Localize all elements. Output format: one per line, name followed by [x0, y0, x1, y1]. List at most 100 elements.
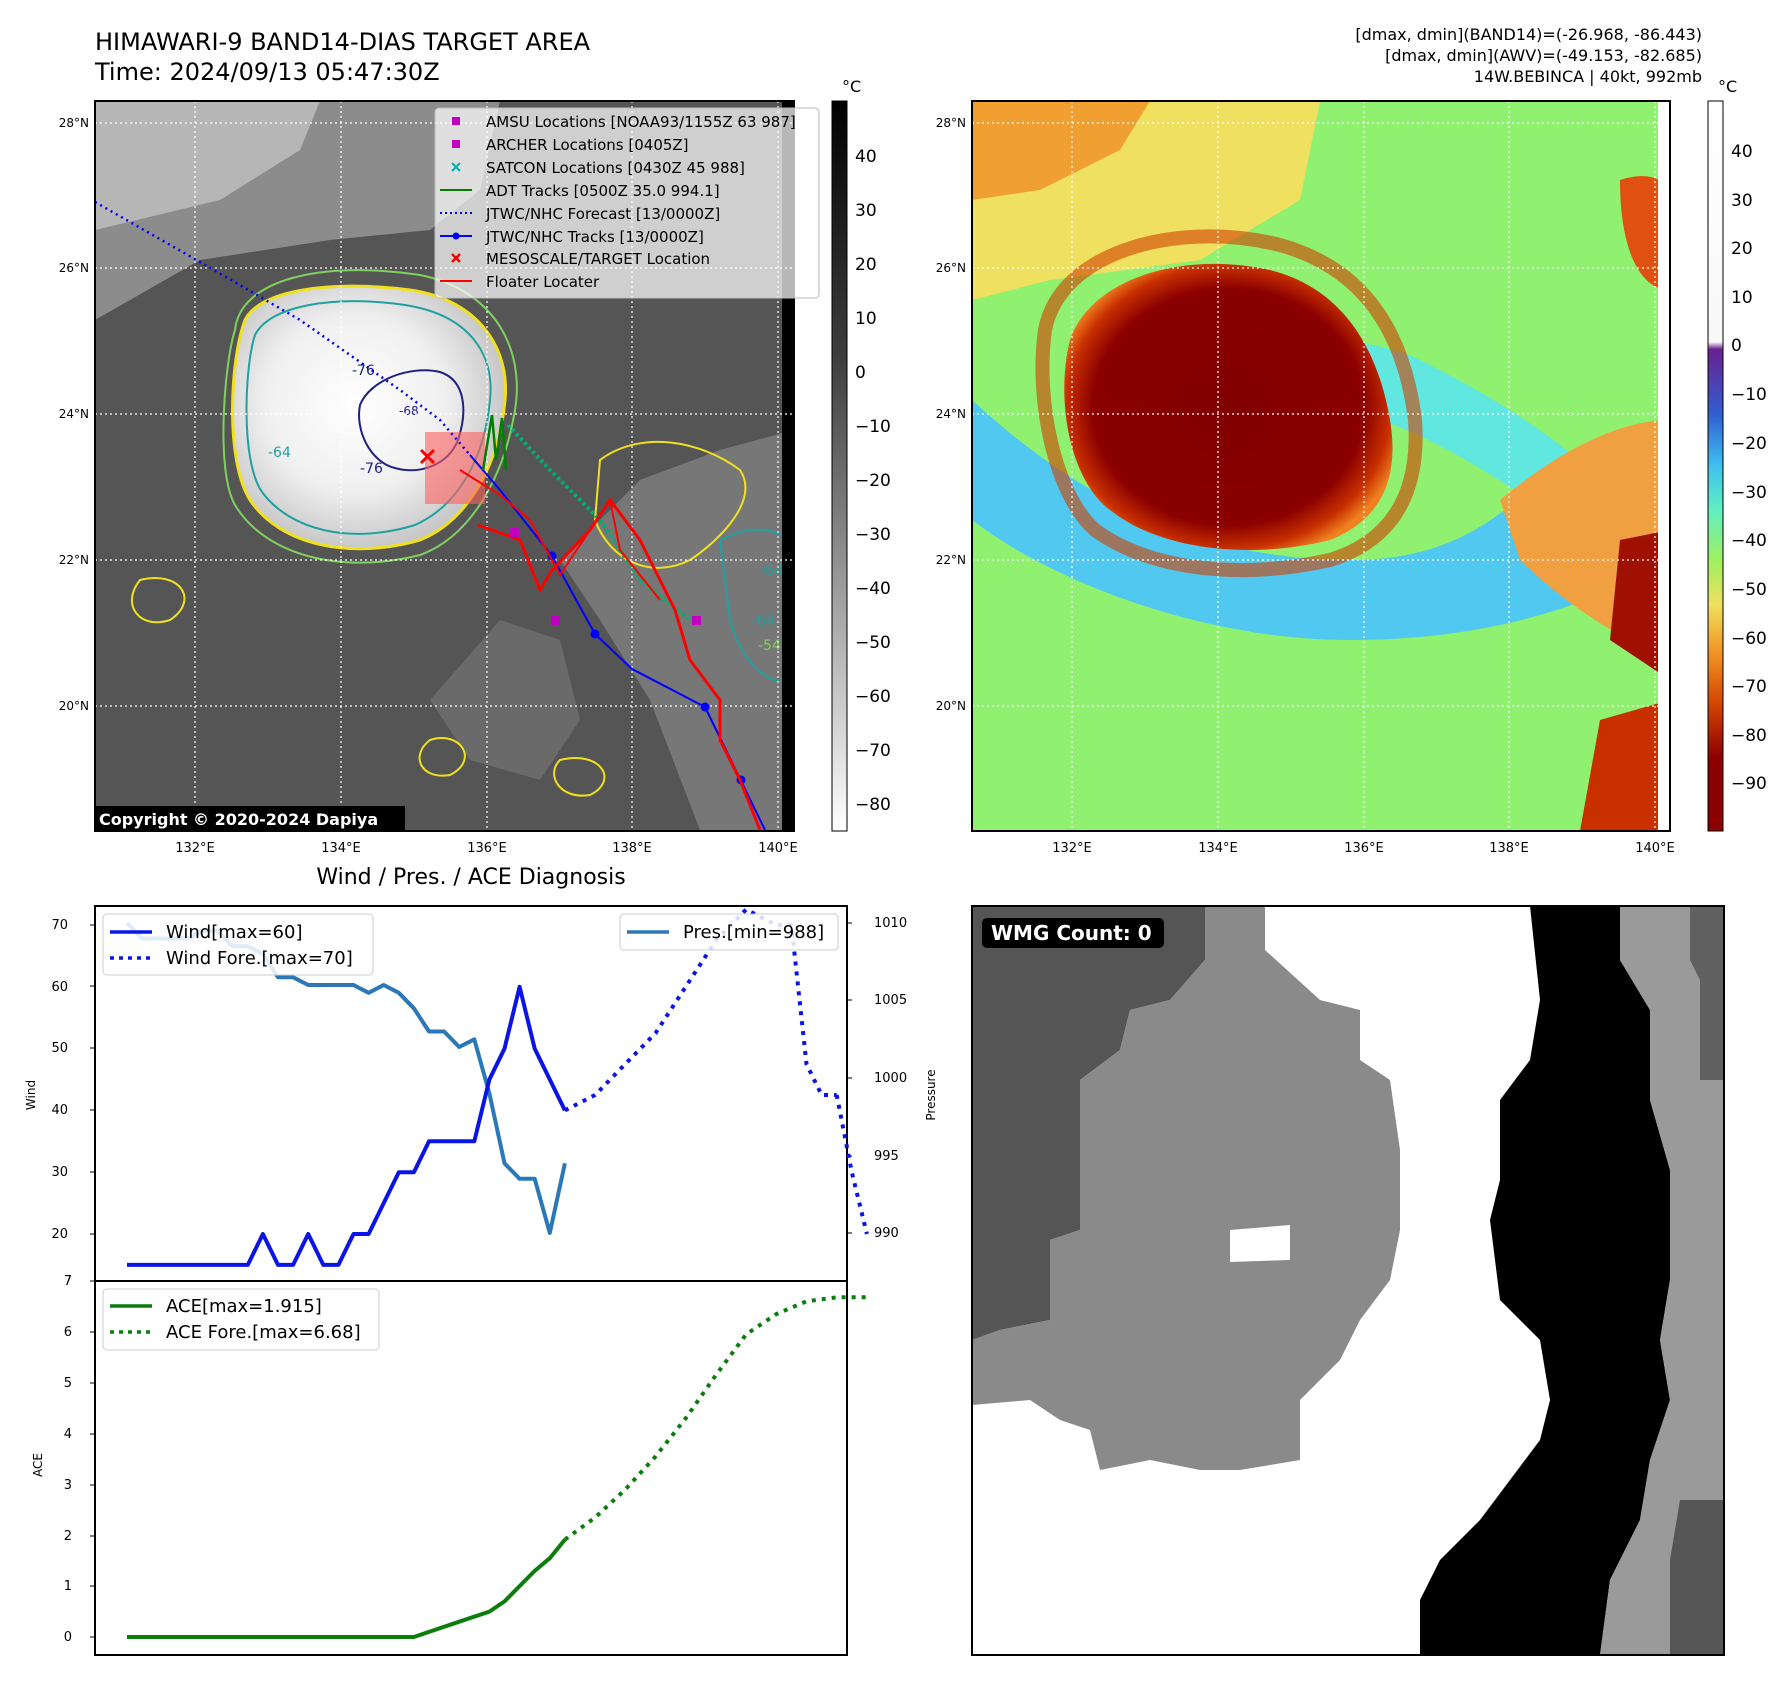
pressure-axis-label: Pressure [924, 1069, 938, 1120]
target-marker [419, 448, 436, 465]
wind-forecast-series-line [834, 1094, 869, 1235]
colorbar-tick: 20 [855, 255, 877, 275]
lat-label: 22°N [936, 553, 966, 567]
ace-tick: 5 [64, 1376, 72, 1391]
ace-tick: 0 [64, 1630, 72, 1645]
copyright-text: Copyright © 2020-2024 Dapiya [99, 810, 378, 829]
lon-label: 140°E [758, 841, 798, 856]
colorbar-tick: −90 [1731, 774, 1767, 794]
color-cold-band [972, 400, 1670, 640]
color-hot-southeast [1580, 700, 1670, 831]
ir-lat-labels: 28°N 26°N 24°N 22°N 20°N [59, 116, 89, 713]
legend-pressure-label: Pres.[min=988] [683, 922, 824, 943]
figure-title: HIMAWARI-9 BAND14-DIAS TARGET AREA [95, 28, 591, 56]
lat-label: 20°N [936, 699, 966, 713]
contour-label: -76 [352, 363, 375, 379]
color-band-north-2 [972, 101, 1150, 200]
wind-axis-ticks: 70 60 50 40 30 20 [51, 918, 68, 1242]
colorbar-tick: −30 [855, 525, 891, 545]
lat-label: 28°N [936, 116, 966, 130]
legend-label: JTWC/NHC Forecast [13/0000Z] [485, 205, 720, 223]
colorbar-color: °C 40 30 20 10 0 −10 −20 −30 −40 −50 −60… [1707, 77, 1767, 832]
adt-dotted-track [506, 423, 692, 622]
lat-label: 26°N [936, 261, 966, 275]
colorbar-tick: 10 [855, 309, 877, 329]
colorbar-tick: −40 [1731, 531, 1767, 551]
wind-axis-tickmarks [90, 924, 95, 1235]
colorbar-tick: −80 [1731, 726, 1767, 746]
colorbar-unit: °C [842, 77, 861, 96]
copyright-box [95, 806, 405, 832]
contour-fragments [130, 577, 606, 797]
contour-label: -64 [268, 445, 291, 461]
colorbar-tick: −60 [855, 687, 891, 707]
wmg-gray-region [972, 906, 1400, 1470]
colorbar-tick: 0 [1731, 336, 1742, 356]
pressure-tick: 1000 [874, 1071, 907, 1086]
ir-map-frame [94, 100, 795, 832]
ace-tick: 7 [64, 1274, 72, 1289]
legend-ace-label: ACE[max=1.915] [166, 1296, 322, 1317]
colorbar-color-ticks: 40 30 20 10 0 −10 −20 −30 −40 −50 −60 −7… [1731, 142, 1767, 794]
wmg-dark-strip-bottom [1670, 1500, 1724, 1655]
colorbar-tick: 0 [855, 363, 866, 383]
wind-tick: 30 [51, 1165, 68, 1180]
colorbar-tick: −30 [1731, 483, 1767, 503]
wind-tick: 60 [51, 980, 68, 995]
colorbar-tick: −40 [855, 579, 891, 599]
colorbar-tick: 30 [1731, 191, 1753, 211]
wind-tick: 20 [51, 1227, 68, 1242]
colorbar-tick: 40 [1731, 142, 1753, 162]
colorbar-tick: −20 [1731, 434, 1767, 454]
wmg-white-patch [1230, 1225, 1290, 1262]
floater-track [477, 497, 762, 831]
color-map-gridlines [972, 101, 1670, 831]
lat-label: 28°N [59, 116, 89, 130]
ace-axis-tickmarks [90, 1280, 95, 1638]
colorbar-tick: −50 [855, 633, 891, 653]
lat-label: 24°N [936, 407, 966, 421]
contour-label: -76 [360, 461, 383, 477]
ir-map-panel: -76 -76 -64 -68 -64 -54 -64 [59, 100, 820, 856]
legend-label: Floater Locater [486, 273, 600, 291]
lon-label: 132°E [1052, 841, 1092, 856]
color-cdo-edge [1035, 229, 1423, 577]
info-band14: [dmax, dmin](BAND14)=(-26.968, -86.443) [1355, 25, 1702, 44]
wmg-dark-region [972, 906, 1205, 1340]
colorbar-tick: 20 [1731, 239, 1753, 259]
ir-lon-labels: 132°E 134°E 136°E 138°E 140°E [175, 841, 798, 856]
color-right-edge [1658, 101, 1670, 831]
wind-legend: Wind[max=60] Wind Fore.[max=70] [102, 913, 374, 976]
wind-pressure-plot: 70 60 50 40 30 20 1010 1005 1000 995 990… [24, 905, 938, 1282]
colorbar-tick: −10 [855, 417, 891, 437]
diagnosis-title: Wind / Pres. / ACE Diagnosis [316, 865, 625, 890]
colorbar-tick: −70 [1731, 677, 1767, 697]
target-box [425, 432, 485, 504]
ace-tick: 4 [64, 1427, 72, 1442]
ace-series-layer [127, 1295, 867, 1639]
wmg-black-region [1420, 906, 1670, 1655]
legend-label: AMSU Locations [NOAA93/1155Z 63 987] [486, 113, 796, 131]
colorbar-gray: °C 40 30 20 10 0 −10 −20 −30 −40 −50 −60… [831, 77, 891, 832]
adt-track [481, 414, 508, 471]
wmg-count-badge [982, 918, 1164, 948]
ace-plot: 7 6 5 4 3 2 1 0 ACE ACE[max=1.915] ACE F… [31, 1274, 867, 1656]
pressure-tick: 1010 [874, 916, 907, 931]
floater-track-2 [459, 469, 661, 601]
wmg-light-gray-region [1600, 906, 1724, 1655]
color-cdo [1064, 263, 1393, 550]
archer-marker [692, 616, 701, 625]
pressure-axis-ticks: 1010 1005 1000 995 990 [874, 916, 907, 1241]
colorbar-tick: −60 [1731, 629, 1767, 649]
lon-label: 134°E [321, 841, 361, 856]
figure-time: Time: 2024/09/13 05:47:30Z [94, 58, 440, 86]
ace-series-line [127, 1538, 567, 1639]
legend-marker-archer [452, 140, 460, 148]
legend-label: ADT Tracks [0500Z 35.0 994.1] [486, 182, 720, 200]
ace-tick: 1 [64, 1579, 72, 1594]
ace-axis-label: ACE [31, 1453, 45, 1477]
wind-tick: 70 [51, 918, 68, 933]
legend-ace-fore-label: ACE Fore.[max=6.68] [166, 1322, 361, 1343]
color-lat-labels: 28°N 26°N 24°N 22°N 20°N [936, 116, 966, 713]
